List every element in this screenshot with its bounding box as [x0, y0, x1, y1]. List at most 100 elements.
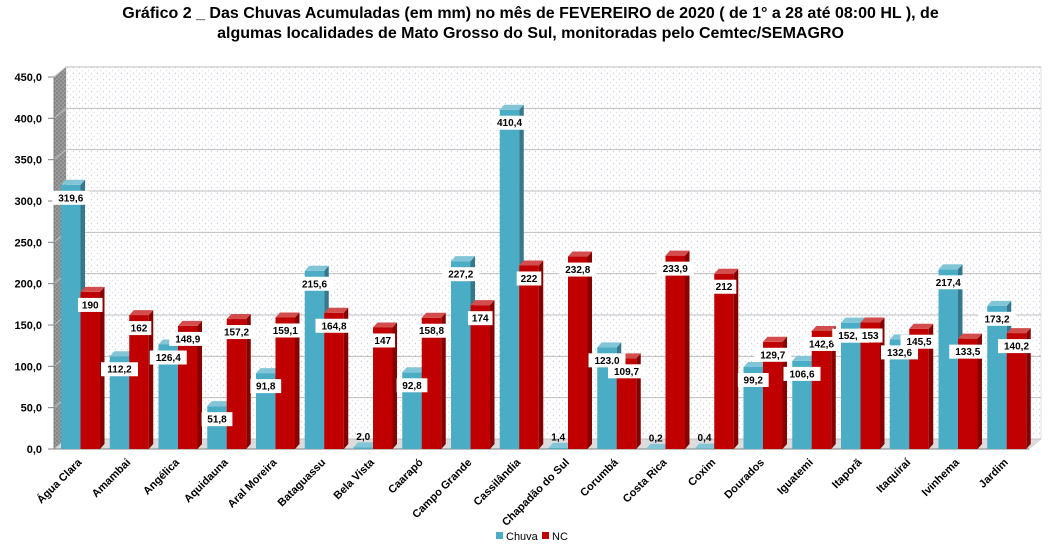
data-label-text: 212	[716, 282, 733, 293]
data-label-nc: 157,2	[218, 325, 255, 340]
data-label-box	[588, 353, 626, 368]
bar-top	[958, 333, 982, 339]
gridline	[53, 107, 1041, 119]
bar-nc	[958, 333, 982, 449]
data-label-nc: 109,7	[608, 364, 645, 379]
data-label-nc: 148,9	[169, 331, 207, 346]
data-label-nc: 145,5	[900, 334, 938, 349]
bar-top	[841, 317, 865, 323]
data-label-box	[754, 347, 792, 362]
data-label-chuva: 215,6	[296, 276, 333, 291]
x-tick-label: Bataguassu	[276, 457, 329, 510]
data-label-text: 158,8	[419, 326, 444, 337]
bar-side	[246, 314, 251, 449]
x-tick-label: Jardim	[977, 456, 1011, 490]
data-label-nc: 233,9	[656, 261, 694, 276]
bar-top	[207, 401, 232, 407]
data-label-nc: 162	[126, 321, 152, 336]
data-label-nc: 222	[516, 271, 542, 286]
bar-front	[811, 330, 832, 449]
bar-top	[548, 442, 573, 448]
data-label-nc: 153	[857, 328, 883, 343]
bar-side	[587, 251, 592, 449]
bar-side	[392, 322, 397, 449]
bar-side	[343, 307, 349, 449]
x-tick-label: Água Clara	[34, 455, 85, 506]
bar-top	[402, 367, 427, 373]
bar-nc	[324, 307, 349, 449]
data-label-text: 227,2	[448, 270, 473, 281]
data-label-box	[77, 297, 103, 312]
bar-front	[470, 305, 490, 449]
bar-nc	[763, 336, 787, 449]
x-tick-label: Bela Vista	[331, 456, 377, 502]
data-label-text: 106,6	[789, 369, 814, 380]
bar-nc	[519, 260, 544, 449]
bar-front	[743, 366, 763, 449]
bar-nc	[129, 310, 154, 449]
data-label-text: 152,8	[838, 331, 863, 342]
data-label-text: 147	[374, 336, 391, 347]
legend-label: NC	[552, 531, 568, 543]
bar-nc	[421, 312, 446, 449]
x-tick-label: Aquidauna	[182, 456, 231, 505]
data-label-box	[783, 366, 821, 381]
data-label-chuva: 91,8	[250, 379, 282, 394]
data-label-box	[516, 271, 542, 286]
bar-front	[304, 270, 325, 449]
data-label-chuva: 132,6	[881, 345, 918, 360]
legend-swatch	[496, 532, 503, 539]
data-label-nc: 147	[370, 333, 396, 348]
bar-top	[568, 251, 592, 257]
data-label-chuva: 126,4	[149, 350, 187, 365]
bar-side	[685, 250, 690, 449]
bar-top	[470, 300, 495, 306]
bar-front	[548, 447, 568, 449]
bar-top	[792, 355, 817, 361]
data-label-chuva: 112,2	[101, 362, 138, 377]
bar-side	[197, 320, 202, 449]
data-label-text: 190	[82, 300, 99, 311]
data-label-box	[857, 328, 883, 343]
bar-top	[451, 256, 475, 262]
data-label-text: 164,8	[321, 321, 346, 332]
y-tick-label: 150,0	[14, 320, 42, 332]
bar-top	[811, 325, 836, 331]
data-label-chuva: 0,4	[698, 433, 712, 444]
bar-front	[353, 447, 373, 449]
bar-top	[304, 265, 329, 271]
data-label-text: 215,6	[302, 279, 327, 290]
data-label-box	[711, 279, 737, 294]
bar-side	[831, 325, 836, 449]
bar-top	[665, 250, 690, 256]
data-label-text: 2,0	[356, 432, 370, 443]
data-label-chuva: 173,2	[978, 311, 1016, 326]
data-label-box	[413, 323, 450, 338]
data-label-text: 145,5	[906, 337, 931, 348]
data-label-box	[881, 345, 918, 360]
bar-top	[860, 317, 885, 323]
data-label-box	[491, 115, 528, 130]
data-label-box	[396, 378, 428, 393]
data-label-text: 319,6	[58, 193, 83, 204]
bar-top	[256, 368, 280, 374]
bar-side	[148, 310, 154, 449]
bar-nc	[665, 250, 690, 449]
bar-top	[226, 314, 251, 320]
bar-nc	[373, 322, 397, 449]
data-label-text: 51,8	[207, 415, 227, 426]
data-label-text: 91,8	[256, 382, 276, 393]
bar-front	[129, 315, 149, 449]
x-tick-label: Iguatemi	[775, 457, 815, 497]
bar-front	[958, 338, 978, 449]
data-label-nc: 174	[467, 311, 493, 326]
x-tick-label: Dourados	[722, 457, 767, 502]
bar-front	[714, 273, 734, 449]
bar-front	[61, 184, 81, 449]
y-tick-label: 200,0	[14, 279, 42, 291]
bar-side	[928, 323, 934, 449]
x-tick-label: Coxim	[686, 456, 718, 488]
bar-top	[987, 300, 1012, 306]
data-label-box	[126, 321, 152, 336]
